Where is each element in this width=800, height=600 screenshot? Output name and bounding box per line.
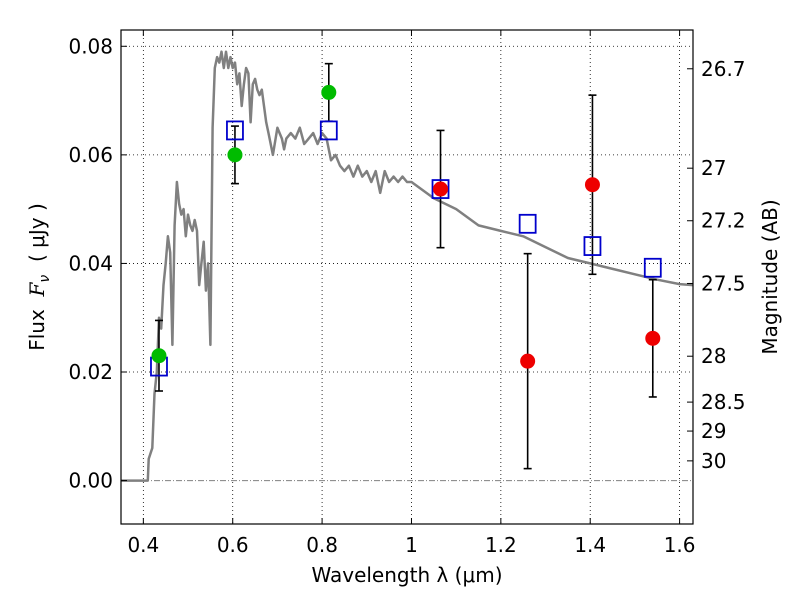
x-tick-label: 1.2: [485, 533, 517, 557]
model-square-marker: [583, 236, 602, 256]
y2-axis-label: Magnitude (AB): [758, 199, 782, 354]
green-data-point: [321, 84, 337, 100]
plot-area: [121, 30, 693, 524]
model-spectrum-line: [121, 50, 694, 482]
y-axis-label-prefix: Flux: [25, 296, 49, 350]
plot-frame: [120, 29, 694, 525]
y2-tick-label: 29: [701, 419, 726, 443]
red-data-point: [645, 330, 661, 346]
red-data-point: [520, 353, 536, 369]
y2-tick-label: 28: [701, 344, 726, 368]
y2-tick-label: 28.5: [701, 390, 746, 414]
x-tick-label: 1.6: [664, 533, 696, 557]
y-tick-label: 0.04: [68, 251, 113, 275]
y-axis-label-symbol: F: [25, 281, 49, 297]
y-axis-label: Flux Fν ( μJy ): [25, 203, 53, 351]
y-axis-label-subscript: ν: [37, 275, 53, 283]
x-axis-label: Wavelength λ (μm): [311, 563, 502, 587]
green-data-point: [227, 147, 243, 163]
x-tick-label: 0.8: [306, 533, 338, 557]
model-square-marker: [518, 213, 537, 234]
y-tick-label: 0.02: [68, 360, 113, 384]
y-tick-label: 0.08: [68, 34, 113, 58]
x-tick-label: 1.4: [574, 533, 606, 557]
y-tick-label: 0.06: [68, 143, 113, 167]
y2-tick-label: 27: [701, 156, 726, 180]
y2-tick-label: 27.5: [701, 271, 746, 295]
y2-tick-label: 30: [701, 449, 726, 473]
y-axis-label-suffix: ( μJy ): [25, 203, 49, 275]
model-square-marker: [226, 120, 244, 141]
axis-ticks: 0.4 0.6 0.8 1 1.2 1.4 1.6 0.00 0.02 0.04 0.06 0.08 2…: [68, 30, 746, 557]
y2-tick-label: 26.7: [701, 57, 746, 81]
series-layer: [121, 50, 694, 482]
y-tick-label: 0.00: [68, 469, 113, 493]
y2-tick-label: 27.2: [701, 209, 746, 233]
green-data-point: [151, 348, 167, 364]
x-tick-label: 0.4: [127, 533, 159, 557]
red-data-point: [433, 181, 449, 197]
red-data-point: [584, 177, 600, 193]
x-tick-label: 0.6: [217, 533, 249, 557]
model-square-marker: [643, 257, 662, 278]
model-square-marker: [431, 179, 450, 199]
model-square-marker: [319, 120, 338, 141]
grid-lines: [121, 30, 693, 524]
x-tick-label: 1: [405, 533, 418, 557]
